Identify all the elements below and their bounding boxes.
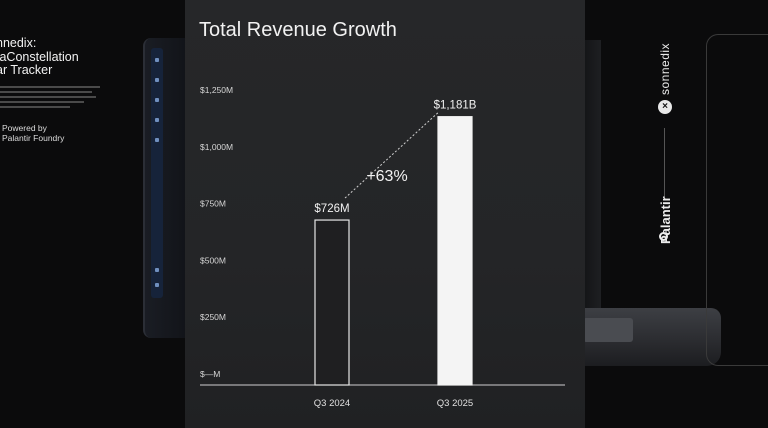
bar-q3-2024: [314, 219, 350, 386]
tracker-title: nnedix: taConstellation ar Tracker: [0, 36, 79, 77]
palantir-logo-icon: [659, 232, 668, 241]
laptop-trackpad: [583, 318, 633, 342]
y-tick-label: $1,000M: [200, 142, 233, 152]
y-tick-label: $250M: [200, 312, 226, 322]
data-label: $726M: [314, 203, 349, 215]
revenue-chart-panel: Total Revenue Growth $—M $250M $500M $750M $…: [185, 0, 585, 428]
palantir-wordmark: Palantir: [658, 196, 673, 244]
sidebar-dot-icon: [155, 138, 159, 142]
laptop-screen-right-edge: [583, 40, 601, 310]
sidebar-dot-icon: [155, 283, 159, 287]
sonnedix-logo-icon: ×: [658, 100, 672, 114]
y-tick-label: $1,250M: [200, 85, 233, 95]
sonnedix-brand: ×: [652, 40, 678, 130]
y-tick-label: $750M: [200, 199, 226, 209]
description-text-lines: [0, 85, 130, 108]
left-info-block: nnedix: taConstellation ar Tracker: [0, 36, 130, 111]
sidebar-dot-icon: [155, 78, 159, 82]
palantir-foundry-line: Palantir Foundry: [2, 133, 65, 143]
y-tick-label: $500M: [200, 255, 226, 265]
brand-divider: [664, 128, 665, 198]
sidebar-dot-icon: [155, 58, 159, 62]
sidebar-dot-icon: [155, 98, 159, 102]
bar-q3-2025: [437, 116, 473, 386]
sonnedix-wordmark: sonnedix: [658, 42, 672, 95]
sidebar-dot-icon: [155, 268, 159, 272]
data-label: $1,181B: [434, 100, 477, 112]
laptop-base: [583, 308, 721, 366]
powered-by-text: Powered by Palantir Foundry: [2, 123, 64, 143]
right-frame: [706, 34, 768, 366]
chart-title: Total Revenue Growth: [199, 19, 397, 41]
powered-by-line: Powered by: [2, 123, 47, 133]
laptop-screen-edge: [143, 38, 185, 338]
x-tick-label: Q3 2024: [314, 398, 350, 409]
sidebar-dot-icon: [155, 118, 159, 122]
revenue-bar-chart: $—M $250M $500M $750M $1,000M $1,250M $726M Q3 …: [200, 85, 565, 409]
growth-connector-line: [344, 112, 439, 199]
x-tick-label: Q3 2025: [437, 398, 473, 409]
y-tick-label: $—M: [200, 369, 220, 379]
growth-annotation: +63%: [366, 168, 407, 185]
laptop-sidebar-strip: [151, 48, 163, 298]
